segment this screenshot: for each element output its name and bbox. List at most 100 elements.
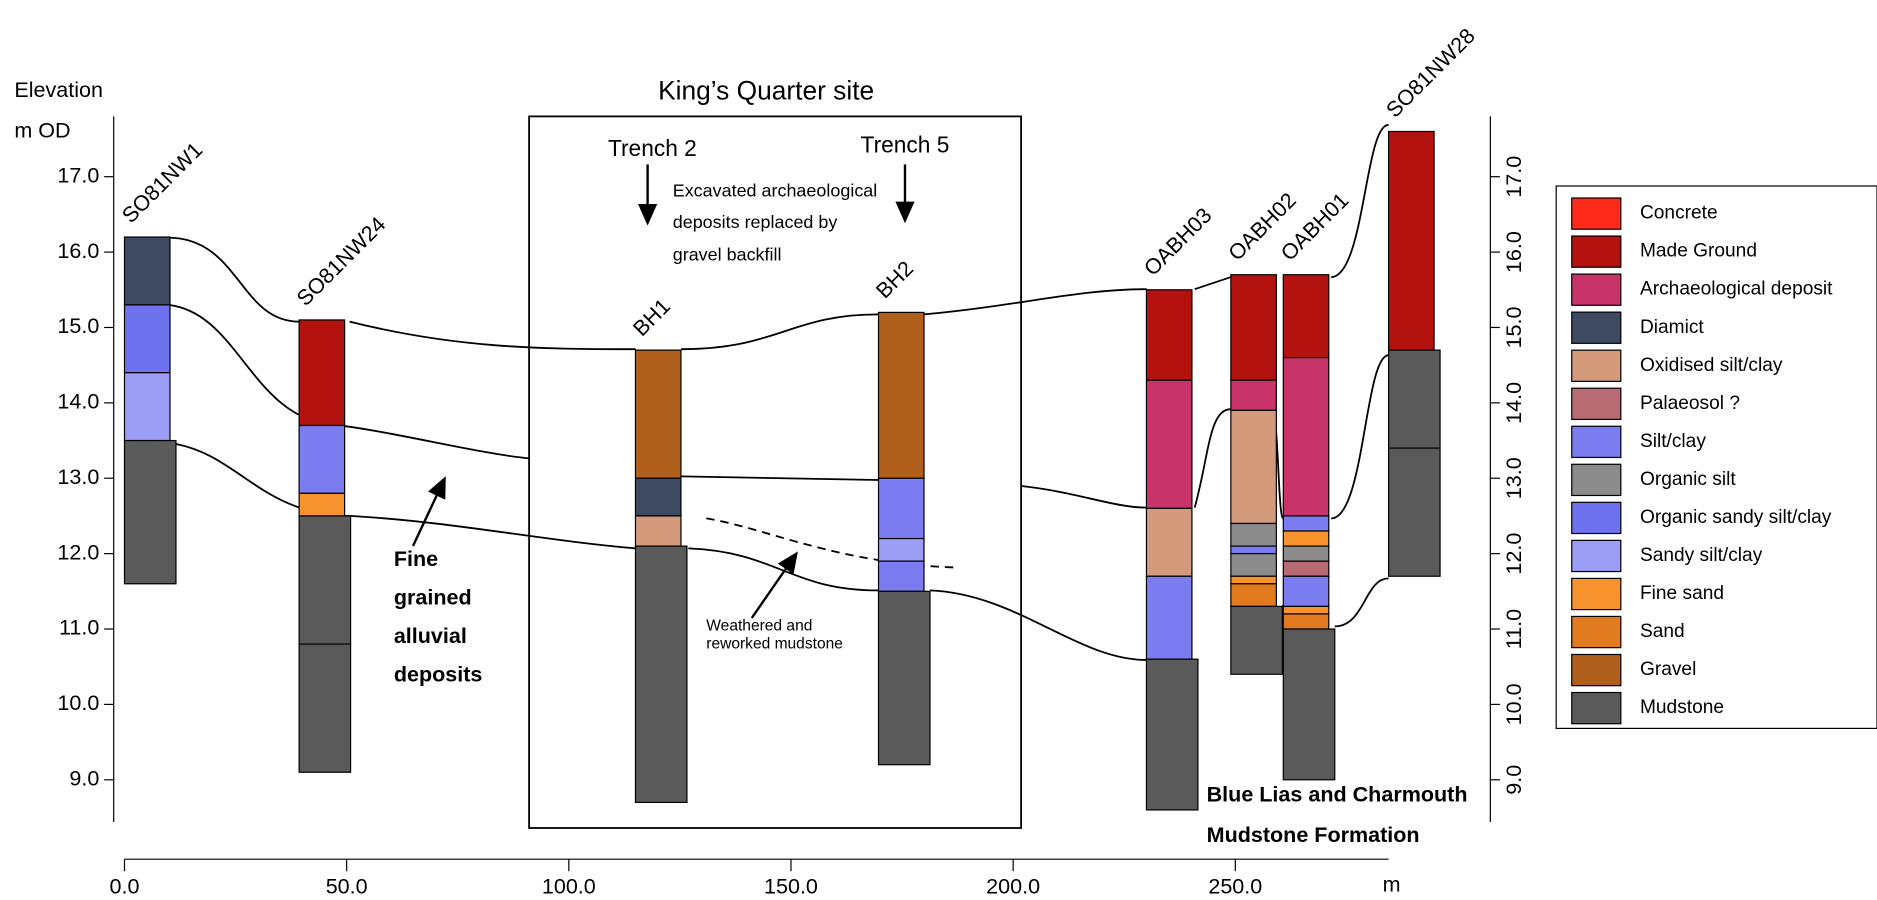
y-tick-label: 14.0 [57, 389, 99, 414]
y-tick-label: 10.0 [57, 690, 99, 715]
layer [879, 591, 930, 764]
legend-label: Organic sandy silt/clay [1640, 507, 1832, 528]
axis-title: m OD [14, 118, 70, 143]
layer [1231, 410, 1276, 523]
legend-label: Made Ground [1640, 241, 1757, 262]
y2-tick-label: 10.0 [1501, 683, 1526, 725]
layer [1146, 508, 1191, 576]
legend-label: Diamict [1640, 317, 1704, 338]
y2-tick-label: 12.0 [1501, 533, 1526, 575]
layer [1231, 275, 1276, 381]
note: gravel backfill [673, 244, 782, 264]
layer [1146, 380, 1191, 508]
annotation: Blue Lias and Charmouth [1207, 781, 1468, 806]
layer [879, 561, 924, 591]
borehole-label: BH1 [628, 293, 675, 340]
layer [1283, 614, 1328, 629]
site-title: King’s Quarter site [658, 75, 874, 105]
y2-tick-label: 15.0 [1501, 306, 1526, 348]
y2-tick-label: 14.0 [1501, 382, 1526, 424]
note: Excavated archaeological [673, 181, 878, 201]
y-tick-label: 13.0 [57, 464, 99, 489]
legend-swatch [1572, 540, 1621, 571]
page: { "y_axis": { "title": ["Elevation", "m … [0, 0, 1877, 900]
x-tick-label: 200.0 [986, 874, 1040, 899]
legend-swatch [1572, 654, 1621, 685]
layer [1146, 659, 1197, 810]
note: deposits replaced by [673, 212, 838, 232]
layer [1146, 290, 1191, 380]
annotation: reworked mudstone [706, 635, 843, 652]
borehole-label: SO81NW28 [1381, 23, 1480, 122]
layer [1389, 350, 1440, 448]
layer [1283, 606, 1328, 614]
y2-tick-label: 16.0 [1501, 231, 1526, 273]
layer [124, 305, 169, 373]
y-tick-label: 12.0 [57, 539, 99, 564]
layer [299, 493, 344, 516]
layer [1231, 523, 1276, 546]
layer [1283, 358, 1328, 516]
legend-swatch [1572, 388, 1621, 419]
legend-swatch [1572, 426, 1621, 457]
layer [1283, 546, 1328, 561]
legend-swatch [1572, 578, 1621, 609]
layer [299, 516, 350, 644]
layer [1389, 131, 1434, 350]
borehole-label: SO81NW1 [117, 137, 207, 228]
y-tick-label: 9.0 [69, 765, 99, 790]
borehole-label: SO81NW24 [291, 212, 390, 311]
y2-tick-label: 9.0 [1501, 765, 1526, 795]
legend-swatch [1572, 198, 1621, 229]
layer [1283, 531, 1328, 546]
layer [1389, 448, 1440, 576]
legend-label: Sandy silt/clay [1640, 545, 1763, 566]
layer [635, 478, 680, 516]
legend-swatch [1572, 236, 1621, 267]
x-tick-label: 50.0 [326, 874, 368, 899]
layer [124, 237, 169, 305]
layer [1283, 576, 1328, 606]
cross-section: Elevation m OD King’s Quarter site Trenc… [0, 0, 1877, 900]
layer [299, 644, 350, 772]
layer [1283, 275, 1328, 358]
layer [1231, 606, 1282, 674]
layer [879, 478, 924, 538]
legend-label: Archaeological deposit [1640, 279, 1833, 300]
legend-label: Palaeosol ? [1640, 393, 1740, 414]
annotation: Mudstone Formation [1207, 822, 1420, 847]
legend-swatch [1572, 502, 1621, 533]
layer [1231, 380, 1276, 410]
annotation: grained [394, 584, 472, 609]
annotation: Fine [394, 546, 438, 571]
legend-label: Fine sand [1640, 583, 1724, 604]
layer [635, 546, 686, 802]
legend-swatch [1572, 464, 1621, 495]
x-tick-label: 100.0 [542, 874, 596, 899]
legend-swatch [1572, 312, 1621, 343]
layer [635, 350, 680, 478]
annotation: alluvial [394, 623, 467, 648]
layer [879, 539, 924, 562]
layer [299, 425, 344, 493]
x-tick-label: 250.0 [1208, 874, 1262, 899]
annotation: Weathered and [706, 617, 812, 634]
y-tick-label: 16.0 [57, 238, 99, 263]
layer [299, 320, 344, 426]
layer [1231, 576, 1276, 584]
y-tick-label: 15.0 [57, 313, 99, 338]
layer [1231, 584, 1276, 607]
legend-label: Organic silt [1640, 469, 1736, 490]
layer [1146, 576, 1191, 659]
layer [635, 516, 680, 546]
layer [124, 441, 175, 584]
y2-tick-label: 17.0 [1501, 156, 1526, 198]
legend-label: Concrete [1640, 203, 1718, 224]
layer [1231, 554, 1276, 577]
layer [879, 312, 924, 478]
axis-title: Elevation [14, 77, 103, 102]
legend-swatch [1572, 616, 1621, 647]
layer [124, 373, 169, 441]
y2-tick-label: 13.0 [1501, 457, 1526, 499]
layer [1283, 561, 1328, 576]
